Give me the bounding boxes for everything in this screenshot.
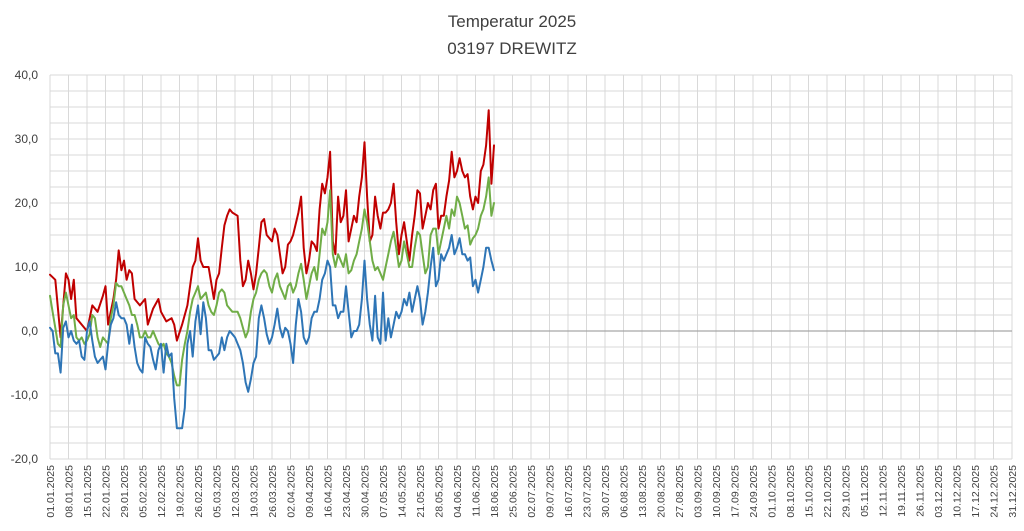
y-tick-label: 10,0 <box>15 260 39 274</box>
y-tick-label: -10,0 <box>11 388 39 402</box>
x-tick-label: 27.08.2025 <box>674 465 686 518</box>
x-tick-label: 24.09.2025 <box>748 465 760 518</box>
x-tick-label: 05.02.2025 <box>138 465 150 518</box>
y-tick-label: 40,0 <box>15 68 39 82</box>
y-axis-ticks: 40,0 30,0 20,0 10,0 0,0 -10,0 -20,0 <box>11 68 39 466</box>
chart-title: Temperatur 2025 <box>448 12 577 31</box>
series-lines <box>49 109 495 430</box>
x-tick-label: 02.07.2025 <box>526 465 538 518</box>
x-tick-label: 17.09.2025 <box>730 465 742 518</box>
x-tick-label: 22.01.2025 <box>101 465 113 518</box>
x-tick-label: 25.06.2025 <box>508 465 520 518</box>
x-tick-label: 15.10.2025 <box>804 465 816 518</box>
x-tick-label: 19.03.2025 <box>249 465 261 518</box>
x-tick-label: 12.03.2025 <box>230 465 242 518</box>
x-tick-label: 08.01.2025 <box>64 465 76 518</box>
x-tick-label: 29.01.2025 <box>119 465 131 518</box>
x-tick-label: 03.12.2025 <box>933 465 945 518</box>
x-tick-label: 19.11.2025 <box>896 465 908 517</box>
series-line-min <box>49 234 495 430</box>
x-tick-label: 18.06.2025 <box>489 465 501 518</box>
x-tick-label: 07.05.2025 <box>378 465 390 518</box>
x-tick-label: 09.04.2025 <box>304 465 316 518</box>
x-tick-label: 12.11.2025 <box>878 465 890 517</box>
x-tick-label: 05.11.2025 <box>859 465 871 517</box>
x-tick-label: 23.07.2025 <box>582 465 594 518</box>
x-tick-label: 08.10.2025 <box>785 465 797 518</box>
x-tick-label: 06.08.2025 <box>619 465 631 518</box>
x-tick-label: 20.08.2025 <box>656 465 668 518</box>
x-tick-label: 31.12.2025 <box>1007 465 1019 518</box>
x-tick-label: 13.08.2025 <box>637 465 649 518</box>
x-tick-label: 09.07.2025 <box>545 465 557 518</box>
x-tick-label: 10.12.2025 <box>952 465 964 518</box>
x-tick-label: 03.09.2025 <box>693 465 705 518</box>
x-tick-label: 01.01.2025 <box>45 465 57 518</box>
x-tick-label: 28.05.2025 <box>434 465 446 518</box>
y-tick-label: -20,0 <box>11 452 39 466</box>
x-tick-label: 22.10.2025 <box>822 465 834 518</box>
y-tick-label: 20,0 <box>15 196 39 210</box>
x-tick-label: 17.12.2025 <box>970 465 982 518</box>
x-axis-ticks: 01.01.2025 08.01.2025 15.01.2025 22.01.2025… <box>45 465 1019 518</box>
y-tick-label: 30,0 <box>15 132 39 146</box>
x-tick-label: 26.11.2025 <box>915 465 927 517</box>
x-tick-label: 16.07.2025 <box>563 465 575 518</box>
chart-subtitle: 03197 DREWITZ <box>447 39 576 58</box>
x-tick-label: 12.02.2025 <box>156 465 168 518</box>
series-line-mean <box>49 176 495 387</box>
x-tick-label: 02.04.2025 <box>286 465 298 518</box>
x-tick-label: 30.07.2025 <box>600 465 612 518</box>
x-tick-label: 21.05.2025 <box>415 465 427 518</box>
y-tick-label: 0,0 <box>21 324 38 338</box>
x-tick-label: 26.03.2025 <box>267 465 279 518</box>
series-line-max <box>49 109 495 342</box>
x-tick-label: 26.02.2025 <box>193 465 205 518</box>
x-tick-label: 19.02.2025 <box>175 465 187 518</box>
x-tick-label: 24.12.2025 <box>989 465 1001 518</box>
x-tick-label: 04.06.2025 <box>452 465 464 518</box>
x-tick-label: 29.10.2025 <box>841 465 853 518</box>
x-tick-label: 30.04.2025 <box>360 465 372 518</box>
x-tick-label: 10.09.2025 <box>711 465 723 518</box>
x-tick-label: 01.10.2025 <box>767 465 779 518</box>
x-tick-label: 15.01.2025 <box>82 465 94 518</box>
x-tick-label: 23.04.2025 <box>341 465 353 518</box>
plot-grid <box>49 74 1013 460</box>
x-tick-label: 14.05.2025 <box>397 465 409 518</box>
x-tick-label: 16.04.2025 <box>323 465 335 518</box>
x-tick-label: 11.06.2025 <box>471 465 483 517</box>
x-tick-label: 05.03.2025 <box>212 465 224 518</box>
